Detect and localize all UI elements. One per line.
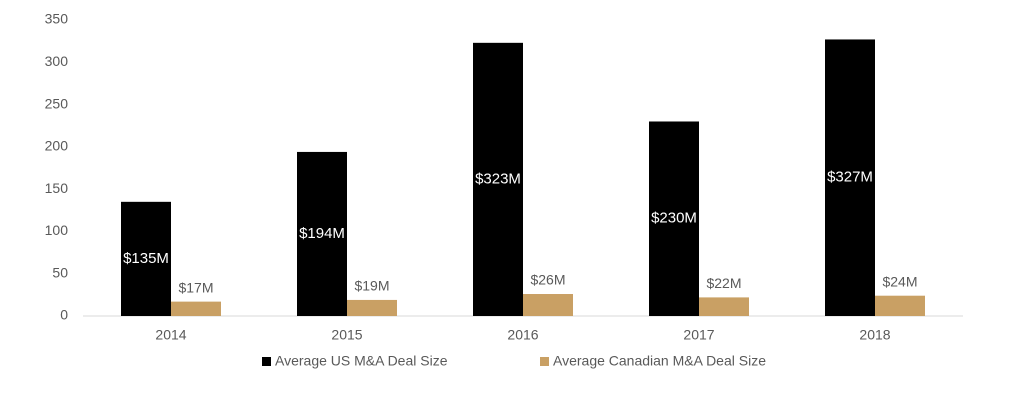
- bar: [473, 42, 523, 316]
- legend-label: Average US M&A Deal Size: [275, 353, 448, 369]
- y-tick-label: 350: [45, 11, 69, 27]
- bar: [825, 39, 875, 317]
- bar: [649, 121, 699, 316]
- bar: [297, 151, 347, 316]
- y-tick-label: 150: [45, 180, 69, 196]
- x-tick-label: 2017: [683, 327, 714, 343]
- data-label: $19M: [354, 278, 389, 294]
- bar: [699, 297, 749, 316]
- data-label: $17M: [178, 279, 213, 295]
- bar: [171, 301, 221, 316]
- y-tick-label: 0: [60, 307, 68, 323]
- y-tick-label: 250: [45, 95, 69, 111]
- bar: [121, 201, 171, 316]
- data-label: $194M: [299, 225, 345, 242]
- data-label: $135M: [123, 250, 169, 267]
- data-label: $26M: [530, 272, 565, 288]
- data-label: $327M: [827, 169, 873, 186]
- legend-marker: [262, 357, 271, 366]
- bar: [875, 295, 925, 316]
- x-tick-label: 2015: [331, 327, 362, 343]
- data-label: $323M: [475, 170, 521, 187]
- legend-marker: [540, 357, 549, 366]
- data-label: $24M: [882, 273, 917, 289]
- bar: [523, 294, 573, 316]
- x-tick-label: 2018: [859, 327, 890, 343]
- y-tick-label: 300: [45, 53, 69, 69]
- x-tick-label: 2016: [507, 327, 538, 343]
- y-tick-label: 100: [45, 222, 69, 238]
- data-label: $22M: [706, 275, 741, 291]
- bar: [347, 299, 397, 316]
- data-label: $230M: [651, 210, 697, 227]
- y-tick-label: 50: [52, 264, 68, 280]
- x-tick-label: 2014: [155, 327, 186, 343]
- y-tick-label: 200: [45, 138, 69, 154]
- legend-label: Average Canadian M&A Deal Size: [553, 353, 766, 369]
